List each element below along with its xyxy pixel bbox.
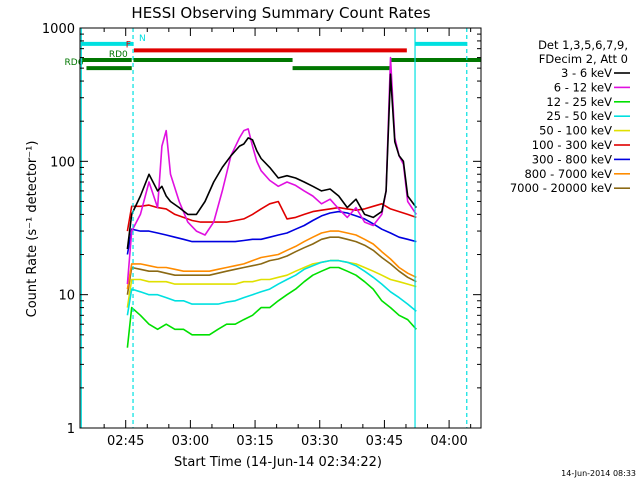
axes: 02:45 03:00 03:15 03:30 03:45 04:00 1 10 100 1000 <box>42 22 481 449</box>
series-line <box>126 266 417 348</box>
y-tick-label: 1000 <box>42 22 75 37</box>
series-line <box>126 210 417 255</box>
flag-bar-label: N <box>139 34 146 44</box>
flag-bar-label: RD0 <box>109 50 128 60</box>
legend-label: 6 - 12 keV <box>554 80 612 94</box>
y-tick-label: 100 <box>50 155 75 170</box>
y-tick-label: 10 <box>58 289 75 304</box>
legend-label: 50 - 100 keV <box>539 124 612 138</box>
x-axis-label: Start Time (14-Jun-14 02:34:22) <box>174 455 382 470</box>
x-tick-label: 03:00 <box>172 434 209 449</box>
series-lines <box>126 56 417 348</box>
y-axis-label: Count Rate (s⁻¹ detector⁻¹) <box>25 141 40 318</box>
series-line <box>126 230 417 290</box>
legend-label: 300 - 800 keV <box>532 152 612 166</box>
legend-label: 100 - 300 keV <box>532 138 612 152</box>
legend-header-line-1: Det 1,3,5,6,7,9, <box>538 38 628 52</box>
series-line <box>126 259 417 308</box>
legend-label: 7000 - 20000 keV <box>510 181 612 195</box>
legend-label: 800 - 7000 keV <box>524 167 612 181</box>
series-line <box>126 73 417 250</box>
plot-frame <box>79 27 482 429</box>
x-tick-label: 04:00 <box>430 434 467 449</box>
series-line <box>126 200 417 232</box>
legend-label: 12 - 25 keV <box>546 95 612 109</box>
chart-title: HESSI Observing Summary Count Rates <box>131 4 430 22</box>
y-tick-label: 1 <box>67 422 75 437</box>
legend-header-line-2: FDecim 2, Att 0 <box>539 52 628 66</box>
legend-label: 25 - 50 keV <box>546 109 612 123</box>
footer-timestamp: 14-Jun-2014 08:33 <box>561 469 636 478</box>
flag-bar-label: F <box>126 40 131 50</box>
series-line <box>126 236 417 295</box>
flag-bar-label: RD6 <box>65 58 84 68</box>
x-tick-label: 03:45 <box>366 434 403 449</box>
legend-label: 3 - 6 keV <box>561 66 612 80</box>
vertical-markers <box>80 28 468 428</box>
x-tick-label: 03:30 <box>301 434 338 449</box>
x-tick-label: 02:45 <box>107 434 144 449</box>
series-line <box>126 259 417 316</box>
x-tick-label: 03:15 <box>236 434 273 449</box>
